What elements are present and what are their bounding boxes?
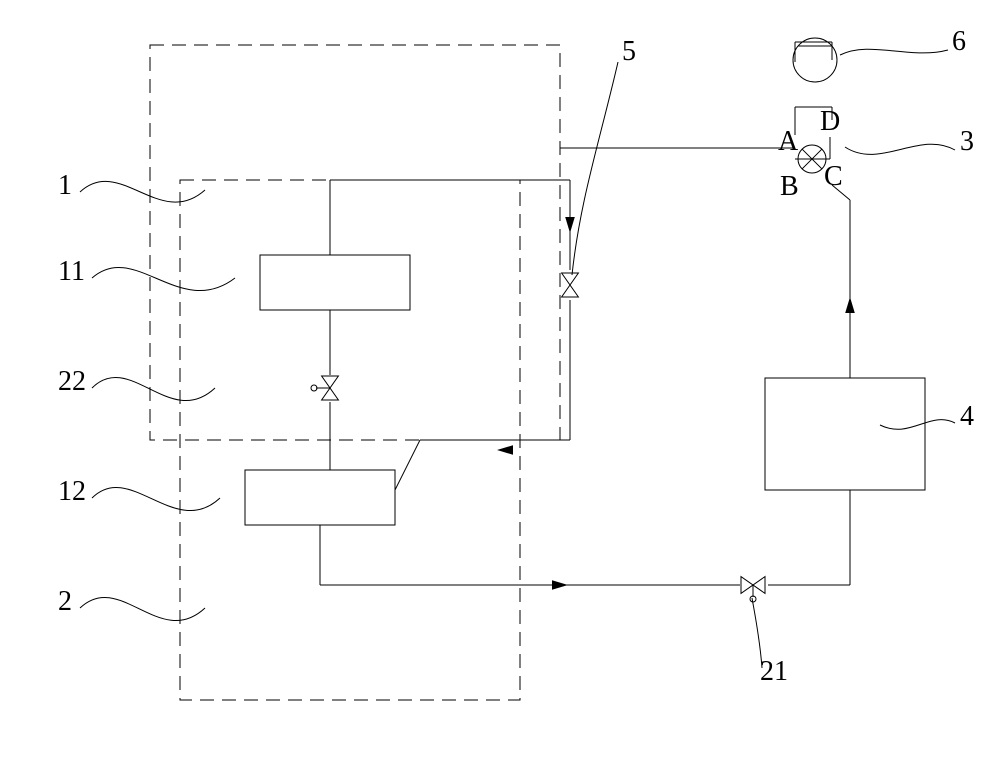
label-lbl-1: 1 (58, 170, 72, 201)
block-blk-4 (765, 378, 925, 490)
flow-arrow-left-1 (497, 445, 513, 455)
dashed-box-box-1 (150, 45, 560, 440)
label-lbl-C: C (824, 161, 843, 192)
valve-v5 (562, 273, 579, 297)
diagram-canvas: 11122122563421ADBC (0, 0, 1000, 771)
label-lbl-B: B (780, 171, 799, 202)
leader-lbl-12 (92, 487, 220, 510)
leader-lbl-3 (845, 144, 955, 154)
leader-lbl-6 (840, 49, 948, 55)
label-lbl-12: 12 (58, 476, 86, 507)
label-lbl-22: 22 (58, 366, 86, 397)
label-lbl-11: 11 (58, 256, 85, 287)
label-lbl-D: D (820, 106, 840, 137)
label-lbl-4: 4 (960, 401, 974, 432)
pipe-9 (395, 440, 420, 490)
block-blk-12 (245, 470, 395, 525)
leader-lbl-22 (92, 377, 215, 400)
leader-lbl-2 (80, 597, 205, 620)
label-lbl-3: 3 (960, 126, 974, 157)
compressor-circle (793, 38, 837, 82)
label-lbl-5: 5 (622, 36, 636, 67)
flow-arrow-right-2 (552, 580, 568, 590)
flow-arrow-down-0 (565, 217, 575, 233)
leader-lbl-5 (572, 62, 618, 275)
leader-lbl-1 (80, 181, 205, 202)
label-lbl-A: A (778, 126, 799, 157)
flow-arrow-up-3 (845, 297, 855, 313)
leader-lbl-11 (92, 267, 235, 290)
leader-lbl-4 (880, 420, 955, 430)
label-lbl-6: 6 (952, 26, 966, 57)
label-lbl-21: 21 (760, 656, 788, 687)
label-lbl-2: 2 (58, 586, 72, 617)
block-blk-11 (260, 255, 410, 310)
